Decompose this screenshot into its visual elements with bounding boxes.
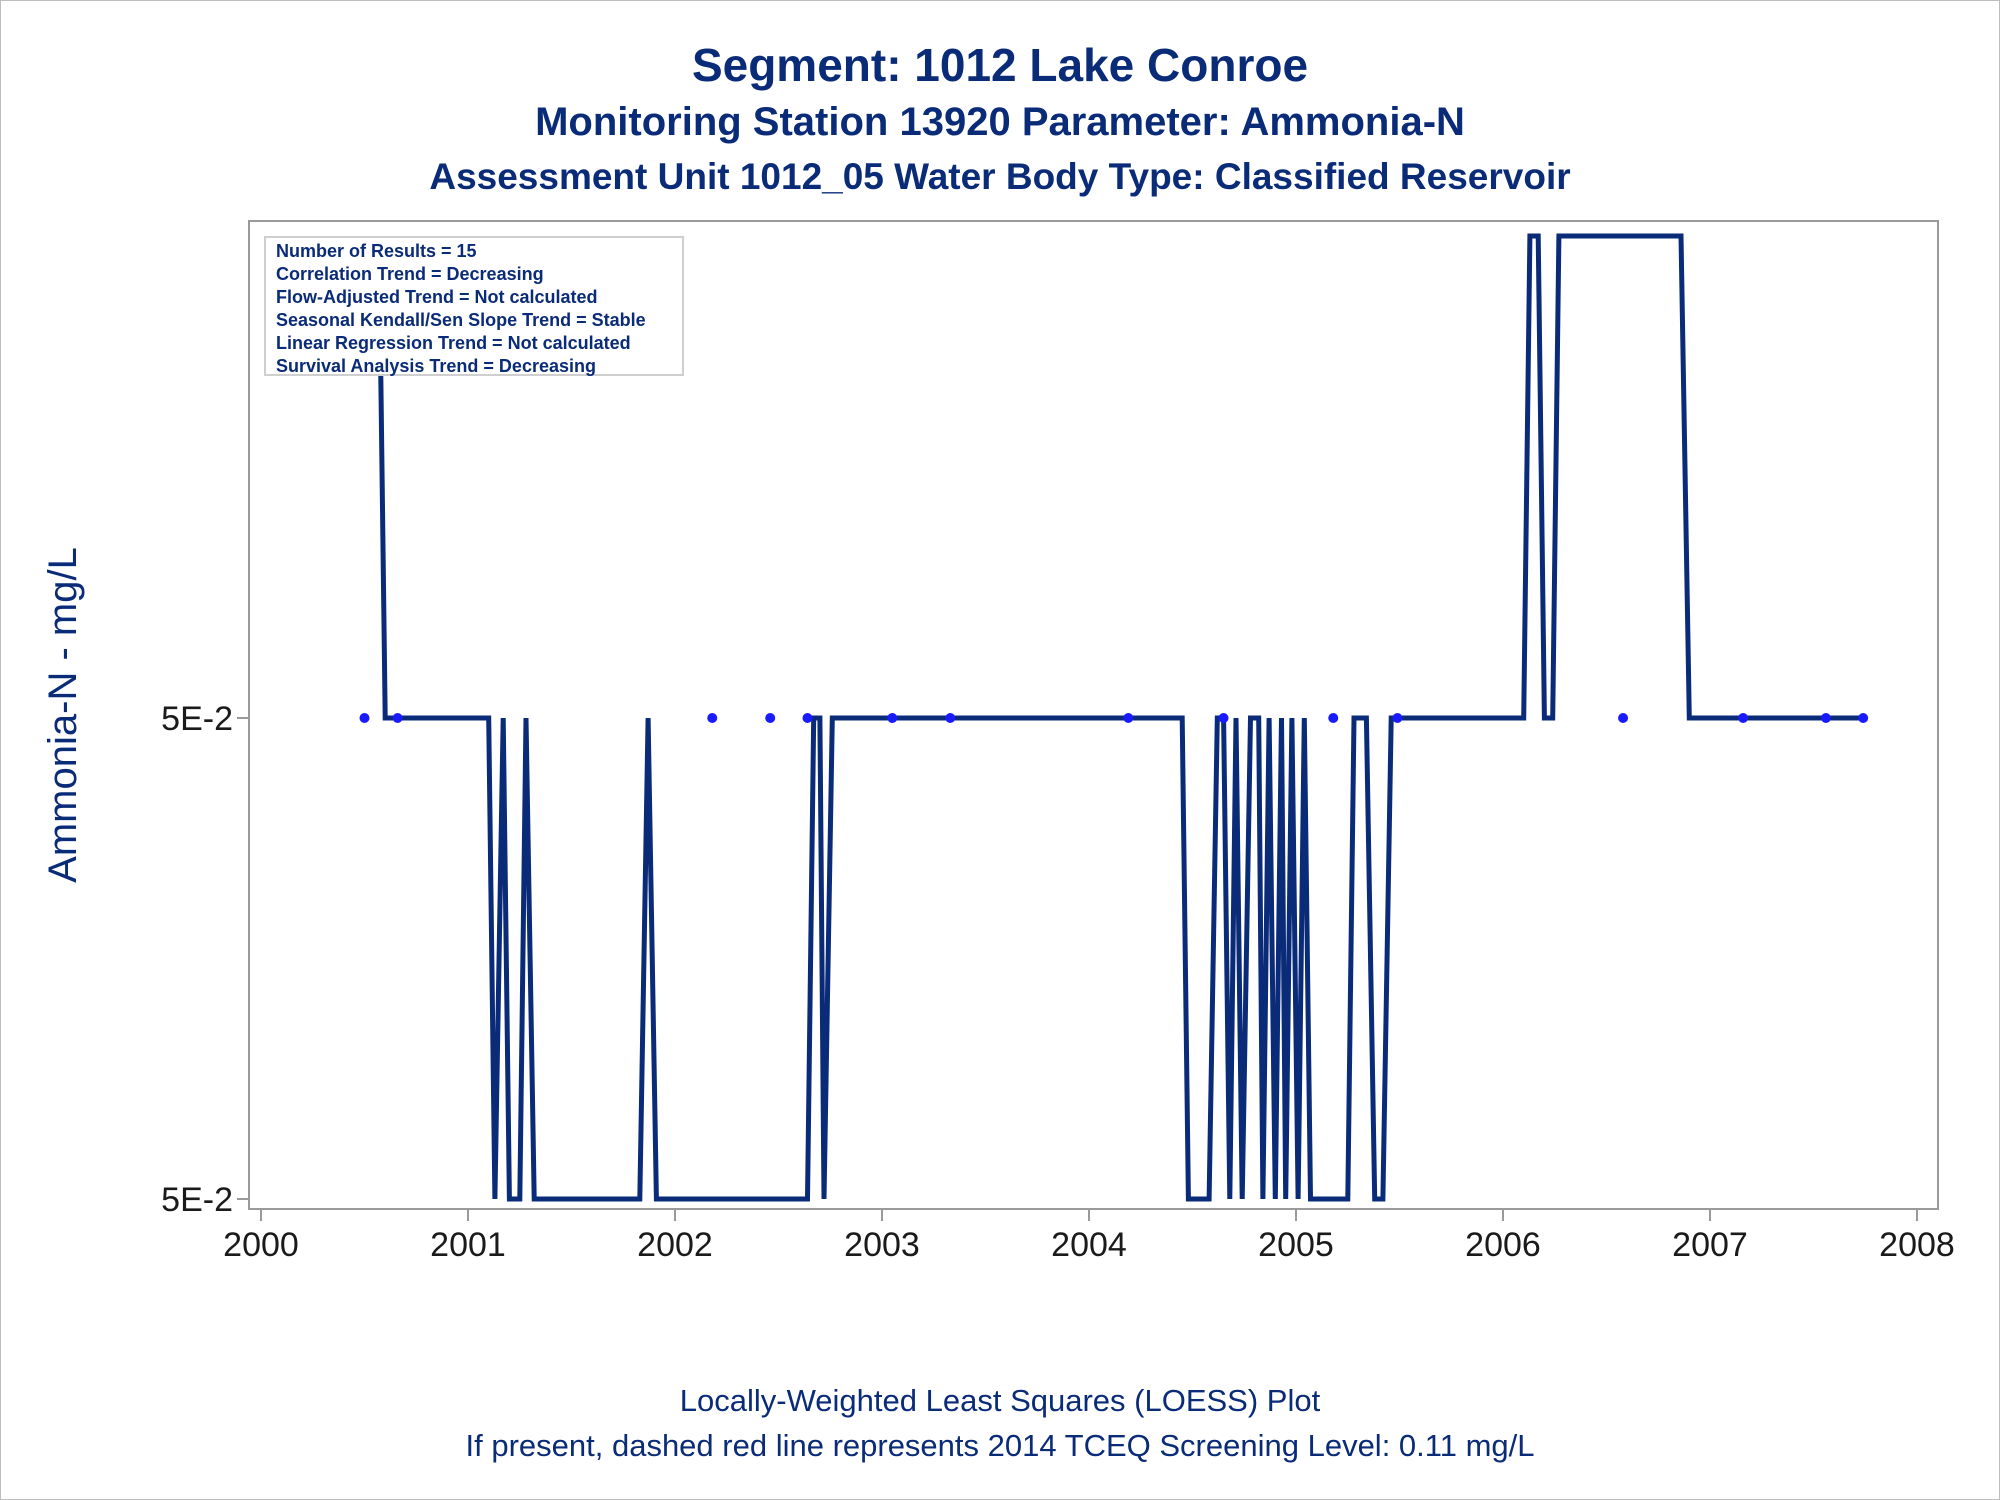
y-tick-label: 5E-2	[161, 1181, 233, 1219]
observation-point	[1738, 713, 1749, 723]
stats-line: Number of Results = 15	[276, 241, 477, 261]
stats-line: Survival Analysis Trend = Decreasing	[276, 356, 596, 376]
y-axis: 5E-2 5E-2	[161, 700, 249, 1219]
observation-point	[707, 713, 718, 723]
chart-subtitle-station: Monitoring Station 13920 Parameter: Ammo…	[535, 100, 1465, 144]
x-axis: 2000 2001 2002 2003 2004 2005 2006 2007 2008	[223, 1209, 1955, 1264]
observation-point	[1123, 713, 1134, 723]
observation-point	[1858, 713, 1869, 723]
x-tick-label: 2001	[430, 1226, 506, 1264]
observation-point	[359, 713, 370, 723]
footnote-plot-type: Locally-Weighted Least Squares (LOESS) P…	[679, 1383, 1321, 1418]
observation-point	[887, 713, 898, 723]
x-tick-label: 2007	[1672, 1226, 1748, 1264]
x-tick-label: 2005	[1258, 1226, 1334, 1264]
observation-point	[802, 713, 813, 723]
stats-line: Flow-Adjusted Trend = Not calculated	[276, 287, 598, 307]
chart-subtitle-assessment-unit: Assessment Unit 1012_05 Water Body Type:…	[429, 156, 1571, 197]
observation-point	[392, 713, 403, 723]
x-tick-label: 2002	[637, 1226, 713, 1264]
stats-line: Linear Regression Trend = Not calculated	[276, 333, 631, 353]
y-axis-label: Ammonia-N - mg/L	[41, 547, 85, 883]
x-tick-label: 2004	[1051, 1226, 1127, 1264]
x-tick-label: 2008	[1879, 1226, 1955, 1264]
observation-point	[1218, 713, 1229, 723]
trend-statistics-box: Number of Results = 15 Correlation Trend …	[264, 236, 684, 376]
chart-title: Segment: 1012 Lake Conroe	[691, 39, 1309, 91]
plot-area	[248, 220, 1939, 1210]
footnote-screening-level: If present, dashed red line represents 2…	[465, 1428, 1535, 1463]
observation-point	[1820, 713, 1831, 723]
x-tick-label: 2000	[223, 1226, 299, 1264]
x-tick-label: 2003	[844, 1226, 920, 1264]
observation-point	[1392, 713, 1403, 723]
stats-line: Correlation Trend = Decreasing	[276, 264, 544, 284]
y-tick-label: 5E-2	[161, 700, 233, 738]
loess-line	[376, 233, 1862, 1202]
stats-line: Seasonal Kendall/Sen Slope Trend = Stabl…	[276, 310, 646, 330]
observation-point	[765, 713, 776, 723]
x-tick-label: 2006	[1465, 1226, 1541, 1264]
observation-point	[1618, 713, 1629, 723]
observation-point	[945, 713, 956, 723]
observation-point	[1328, 713, 1339, 723]
series-group	[359, 233, 1869, 1202]
